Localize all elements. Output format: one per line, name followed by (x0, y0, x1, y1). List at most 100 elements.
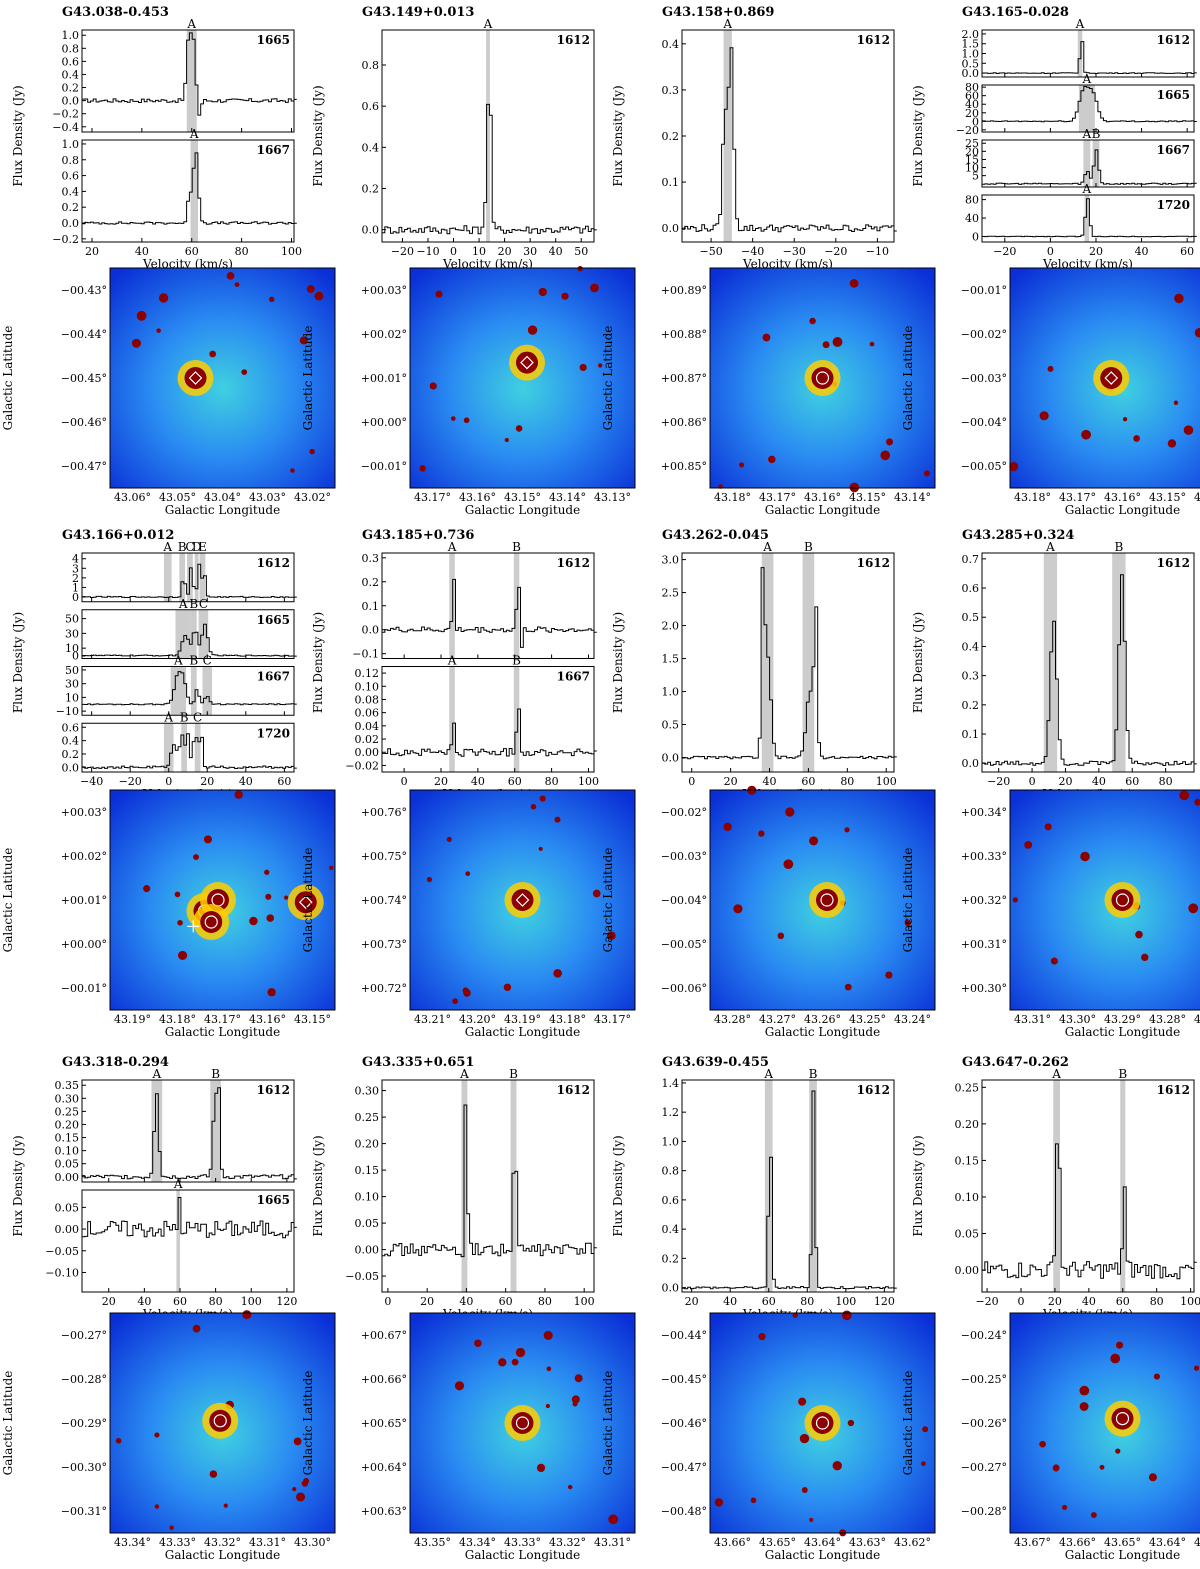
lon-tick-label: 43.14° (1194, 491, 1200, 504)
component-band (1043, 553, 1058, 772)
x-tick-label: −30 (783, 245, 806, 258)
x-tick-label: 100 (241, 1295, 262, 1308)
y-tick-label: 0.0 (662, 222, 680, 235)
y-tick-label: 0.05 (55, 1158, 80, 1171)
component-band (151, 1080, 163, 1182)
component-label: A (178, 597, 188, 611)
x-tick-label: 40 (763, 775, 777, 788)
transition-label: 1667 (557, 670, 590, 684)
component-band (1077, 30, 1083, 77)
y-tick-label: 20 (965, 107, 979, 120)
lon-tick-label: 43.19° (504, 1013, 541, 1026)
star-source (590, 283, 599, 293)
spectrum-line (382, 1104, 597, 1258)
star-source (329, 865, 334, 871)
component-band (513, 666, 520, 772)
component-band (1053, 1080, 1061, 1292)
spectrum-line (82, 1197, 297, 1239)
x-tick-label: 80 (1150, 1295, 1164, 1308)
star-source (762, 333, 771, 342)
lon-tick-label: 43.17° (204, 1013, 241, 1026)
star-source (841, 1310, 852, 1321)
plot-frame (681, 29, 895, 243)
maser-marker-circle (204, 915, 218, 929)
x-tick-label: 100 (876, 775, 897, 788)
star-source (1122, 417, 1128, 422)
star-source (429, 382, 437, 390)
lon-tick-label: 43.29° (1104, 1013, 1141, 1026)
star-source (768, 455, 776, 464)
y-tick-label: 50 (65, 613, 79, 626)
y-tick-label: 0.5 (962, 57, 980, 70)
y-tick-label: 1.2 (662, 1106, 680, 1119)
spectrum-line (82, 671, 297, 706)
star-source (504, 437, 509, 443)
star-source (131, 338, 141, 348)
lon-tick-label: 43.25° (849, 1013, 886, 1026)
y-tick-label: 0.25 (355, 1111, 380, 1124)
y-tick-label: 0.20 (355, 1138, 380, 1151)
star-source (292, 1487, 297, 1492)
transition-label: 1665 (1157, 88, 1190, 102)
lon-tick-label: 43.26° (804, 1013, 841, 1026)
component-label: A (162, 540, 172, 554)
y-tick-label: 0.20 (955, 1118, 980, 1131)
x-tick-label: 20 (685, 1295, 699, 1308)
component-band (176, 1190, 180, 1292)
star-source (209, 350, 217, 358)
lat-tick-label: −00.05° (661, 938, 707, 951)
component-label: D (192, 540, 202, 554)
x-tick-label: 40 (135, 245, 149, 258)
y-tick-label: 0.06 (355, 707, 380, 720)
star-source (299, 336, 308, 345)
component-label: B (512, 540, 521, 554)
star-source (758, 1333, 766, 1341)
star-source (553, 968, 562, 978)
component-label: A (173, 1177, 183, 1191)
spectrum-subpanel: A B −0.1 0.0 0.1 0.2 0.3 1612 (352, 540, 597, 661)
x-tick-label: −10 (416, 245, 439, 258)
y-tick-label: 0.05 (355, 1217, 380, 1230)
component-band (186, 30, 197, 132)
star-source (515, 1347, 526, 1358)
lat-tick-label: +00.89° (661, 284, 707, 297)
y-tick-label: 0.8 (662, 1165, 680, 1178)
y-axis-label: Flux Density (Jy) (911, 612, 925, 713)
lon-tick-label: 43.18° (159, 1013, 196, 1026)
lat-tick-label: +00.67° (361, 1329, 407, 1342)
lat-tick-label: +00.87° (661, 372, 707, 385)
y-tick-label: 4 (72, 553, 79, 566)
star-source (1062, 1504, 1068, 1511)
x-tick-label: 30 (523, 245, 537, 258)
star-source (309, 448, 315, 455)
lat-tick-label: −00.26° (961, 1417, 1007, 1430)
lon-tick-label: 43.34° (459, 1536, 496, 1549)
spectrum-subpanel: A B 0.0 0.1 0.2 0.3 0.4 0.5 0.6 0.7 1612 (962, 540, 1197, 773)
y-tick-label: 25 (965, 137, 979, 150)
x-tick-label: 60 (1180, 245, 1194, 258)
star-source (174, 891, 181, 898)
source-core (511, 1412, 534, 1434)
component-band (190, 609, 197, 659)
component-label: A (763, 1067, 773, 1081)
star-source (538, 846, 543, 851)
x-tick-label: 20 (1058, 775, 1072, 788)
star-source (785, 807, 795, 817)
star-source (241, 369, 248, 375)
maser-marker-circle (515, 1416, 530, 1430)
star-source (503, 983, 512, 992)
spectrum-subpanel: A B −0.05 0.00 0.05 0.10 0.15 0.20 0.25 0.30 1612 (345, 1067, 597, 1293)
source-core (816, 889, 838, 911)
y-tick-label: 0 (972, 115, 979, 128)
star-source (115, 1437, 122, 1444)
y-tick-label: −0.05 (345, 1270, 379, 1283)
image-frame (1009, 789, 1200, 1011)
transition-label: 1612 (857, 33, 890, 47)
plot-frame (81, 1079, 295, 1183)
lon-tick-label: 43.16° (459, 491, 496, 504)
